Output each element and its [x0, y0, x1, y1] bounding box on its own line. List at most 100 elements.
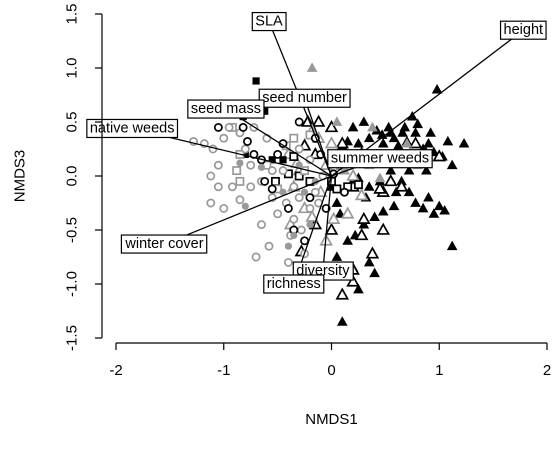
vector-label-text: winter cover	[124, 236, 203, 252]
vector-label: height	[499, 20, 547, 40]
data-point	[342, 235, 353, 245]
data-point	[394, 179, 409, 192]
data-point	[294, 117, 304, 127]
data-point	[224, 122, 234, 132]
data-point	[267, 166, 277, 176]
data-point	[324, 120, 339, 133]
data-point	[289, 214, 299, 224]
data-point	[401, 138, 413, 148]
data-point	[423, 192, 434, 202]
data-point	[385, 165, 397, 175]
data-point	[388, 200, 400, 211]
data-point	[339, 187, 349, 197]
y-tick-label: 1.0	[64, 58, 81, 79]
data-point	[335, 136, 350, 149]
vector-label-text: summer weeds	[331, 151, 429, 167]
data-point	[353, 138, 364, 148]
data-point	[442, 135, 454, 146]
data-point	[412, 118, 424, 129]
data-point	[273, 149, 283, 159]
vector-arrow	[303, 98, 333, 177]
vector-label-box	[251, 11, 287, 32]
vector-label: richness	[263, 274, 325, 294]
data-point	[425, 127, 436, 137]
data-point	[446, 159, 458, 170]
data-point	[241, 202, 249, 210]
data-point	[458, 138, 470, 148]
data-point	[311, 114, 326, 127]
data-point	[300, 236, 310, 246]
data-point	[403, 186, 415, 197]
data-point	[267, 184, 277, 194]
data-point	[283, 203, 293, 213]
data-point	[326, 211, 341, 224]
data-point	[241, 150, 249, 158]
vector-label-text: SLA	[255, 14, 283, 30]
vector-arrow	[322, 175, 333, 272]
data-point	[347, 121, 359, 132]
vector-label: native weeds	[86, 118, 179, 139]
data-point	[428, 208, 440, 218]
data-point	[273, 209, 283, 219]
data-point	[261, 107, 269, 115]
data-point	[238, 122, 248, 132]
data-point	[252, 77, 260, 85]
data-point	[432, 149, 447, 162]
data-point	[399, 121, 411, 132]
data-point	[290, 231, 298, 239]
data-point	[335, 287, 350, 300]
y-tick-label: -1.5	[64, 325, 81, 351]
data-point	[392, 140, 404, 150]
data-point	[332, 184, 342, 194]
data-point	[354, 188, 369, 201]
vector-label-box	[187, 99, 265, 119]
y-tick-label: 0.5	[64, 112, 81, 133]
data-point	[374, 172, 386, 183]
data-point	[305, 209, 319, 222]
data-point	[385, 127, 397, 137]
data-point	[367, 121, 378, 132]
y-tick-label: -0.5	[64, 217, 81, 243]
data-point	[300, 188, 309, 196]
data-point	[279, 188, 287, 196]
data-point	[305, 203, 315, 213]
data-point	[219, 203, 229, 213]
vector-label-text: native weeds	[90, 120, 175, 136]
data-point	[408, 136, 423, 149]
vector-label-text: height	[504, 22, 544, 38]
vector-label-box	[86, 118, 179, 139]
data-point	[369, 267, 380, 278]
data-point	[271, 176, 280, 186]
data-point	[246, 160, 256, 170]
data-point	[353, 180, 363, 190]
data-point	[363, 181, 375, 191]
data-point	[365, 246, 380, 259]
data-point	[354, 228, 369, 241]
vector-label-box	[120, 234, 208, 254]
data-point	[421, 165, 432, 175]
data-point	[331, 197, 343, 207]
vector-label: winter cover	[120, 234, 208, 254]
vector-label-box	[258, 88, 351, 108]
x-axis-label: NMDS1	[305, 411, 358, 428]
data-point	[410, 197, 421, 207]
data-point	[305, 193, 315, 203]
data-point	[294, 171, 304, 181]
vector-arrow	[225, 108, 332, 177]
x-tick-label: 1	[435, 362, 443, 379]
data-point	[310, 187, 320, 197]
data-point	[324, 222, 339, 235]
data-point	[260, 176, 270, 186]
data-point	[423, 138, 434, 148]
data-point	[246, 182, 256, 192]
data-point	[340, 206, 355, 219]
data-point	[331, 116, 343, 126]
data-point	[227, 182, 237, 192]
vector-label-text: seed mass	[191, 101, 261, 117]
data-point	[279, 156, 287, 164]
y-axis-label: NMDS3	[12, 150, 29, 203]
vector-label: seed mass	[187, 99, 265, 119]
data-point	[433, 200, 445, 211]
data-point	[397, 127, 408, 137]
